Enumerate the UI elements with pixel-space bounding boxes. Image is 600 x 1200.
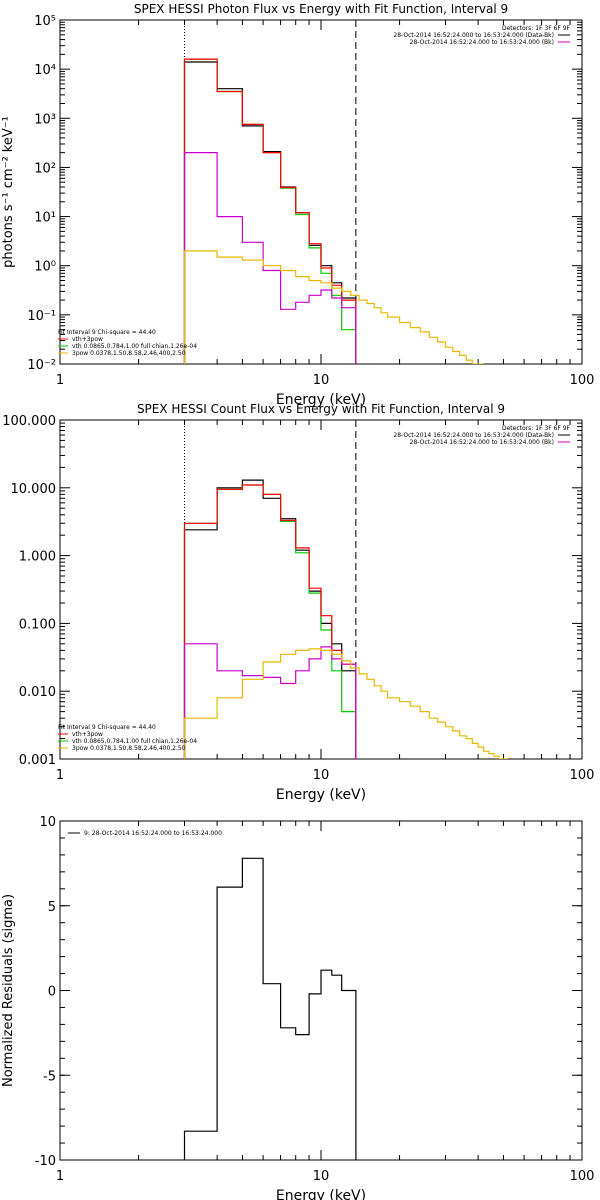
x-tick-label: 1	[56, 1169, 64, 1184]
x-tick-label: 100	[570, 1169, 595, 1184]
series-line-data	[183, 479, 357, 759]
legend-label: 28-Oct-2014 16:52:24.000 to 16:53:24.000…	[410, 39, 554, 46]
series-line-vth	[183, 58, 357, 364]
plot-frame	[59, 19, 583, 365]
y-tick-label: 0.100	[19, 617, 56, 632]
x-axis-label: Energy (keV)	[276, 392, 366, 408]
y-tick-label: 10⁴	[34, 63, 56, 78]
series-line-pow	[183, 648, 508, 759]
y-tick-label: -5	[43, 1069, 56, 1084]
y-tick-label: 0.001	[19, 753, 56, 768]
y-tick-label: 10¹	[34, 211, 56, 226]
y-tick-label: 5	[48, 900, 56, 915]
x-tick-label: 1	[56, 768, 64, 783]
fit-legend-header: Fit Interval 9 Chi-square = 44.40	[58, 329, 156, 336]
y-tick-label: 10⁵	[34, 14, 56, 29]
series-line-data	[183, 61, 357, 364]
series-line-bk	[183, 152, 357, 364]
legend-label: 9: 28-Oct-2014 16:52:24.000 to 16:53:24.…	[84, 830, 222, 837]
y-tick-label: 10	[39, 815, 56, 830]
chart-title: SPEX HESSI Photon Flux vs Energy with Fi…	[134, 2, 508, 16]
series-line-bk	[183, 643, 357, 759]
y-tick-label: 100.000	[2, 414, 56, 429]
fit-legend-label: vth 0.0865,0.784,1.00 full chian,1.26e-0…	[72, 343, 197, 350]
fit-legend-label: vth+3pow	[72, 336, 103, 343]
y-axis-label: Normalized Residuals (sigma)	[1, 894, 16, 1087]
x-tick-label: 100	[570, 373, 595, 388]
y-tick-label: -10	[35, 1154, 56, 1169]
legend-header: Detectors: 1F 3F 6F 9F	[502, 425, 571, 432]
y-tick-label: 10⁰	[34, 260, 56, 275]
fit-legend-label: vth+3pow	[72, 731, 103, 738]
x-tick-label: 100	[570, 768, 595, 783]
legend-label: 28-Oct-2014 16:52:24.000 to 16:53:24.000…	[393, 432, 554, 439]
fit-legend-label: 3pow 0.0378,1.50,8.58,2.46,400,2.50	[72, 350, 186, 357]
series-line-total	[183, 484, 357, 759]
series-line-total	[183, 58, 357, 364]
x-tick-label: 10	[313, 768, 330, 783]
x-axis-label: Energy (keV)	[276, 787, 366, 803]
y-tick-label: 1.000	[19, 550, 56, 565]
y-tick-label: 10³	[34, 112, 56, 127]
series-line-pow	[183, 250, 484, 364]
chart-title: SPEX HESSI Count Flux vs Energy with Fit…	[137, 402, 505, 416]
fit-legend-label: vth 0.0865,0.784,1.00 full chian,1.26e-0…	[72, 738, 197, 745]
chart-panel-1: SPEX HESSI Photon Flux vs Energy with Fi…	[1, 2, 594, 408]
series-line-data	[183, 857, 357, 1160]
fit-legend-label: 3pow 0.0378,1.50,8.58,2.46,400,2.50	[72, 745, 186, 752]
x-tick-label: 1	[56, 373, 64, 388]
x-axis-label: Energy (keV)	[276, 1188, 366, 1200]
y-tick-label: 10⁻¹	[27, 309, 56, 324]
x-tick-label: 10	[313, 373, 330, 388]
y-tick-label: 10²	[34, 161, 56, 176]
legend-label: 28-Oct-2014 16:52:24.000 to 16:53:24.000…	[410, 439, 554, 446]
chart-panel-2: SPEX HESSI Count Flux vs Energy with Fit…	[2, 402, 594, 803]
y-tick-label: 0	[48, 985, 56, 1000]
y-tick-label: 0.010	[19, 685, 56, 700]
legend-label: 28-Oct-2014 16:52:24.000 to 16:53:24.000…	[393, 32, 554, 39]
x-tick-label: 10	[313, 1169, 330, 1184]
y-axis-label: photons s⁻¹ cm⁻² keV⁻¹	[1, 116, 16, 268]
legend-header: Detectors: 1F 3F 6F 9F	[502, 25, 571, 32]
y-tick-label: 10⁻²	[27, 358, 56, 373]
y-tick-label: 10.000	[11, 482, 57, 497]
chart-panel-3: 1 10 100 -10 -5 0 5 10 Energy (keV) Normalized Re…	[1, 815, 594, 1200]
fit-legend-header: Fit Interval 9 Chi-square = 44.40	[58, 724, 156, 731]
